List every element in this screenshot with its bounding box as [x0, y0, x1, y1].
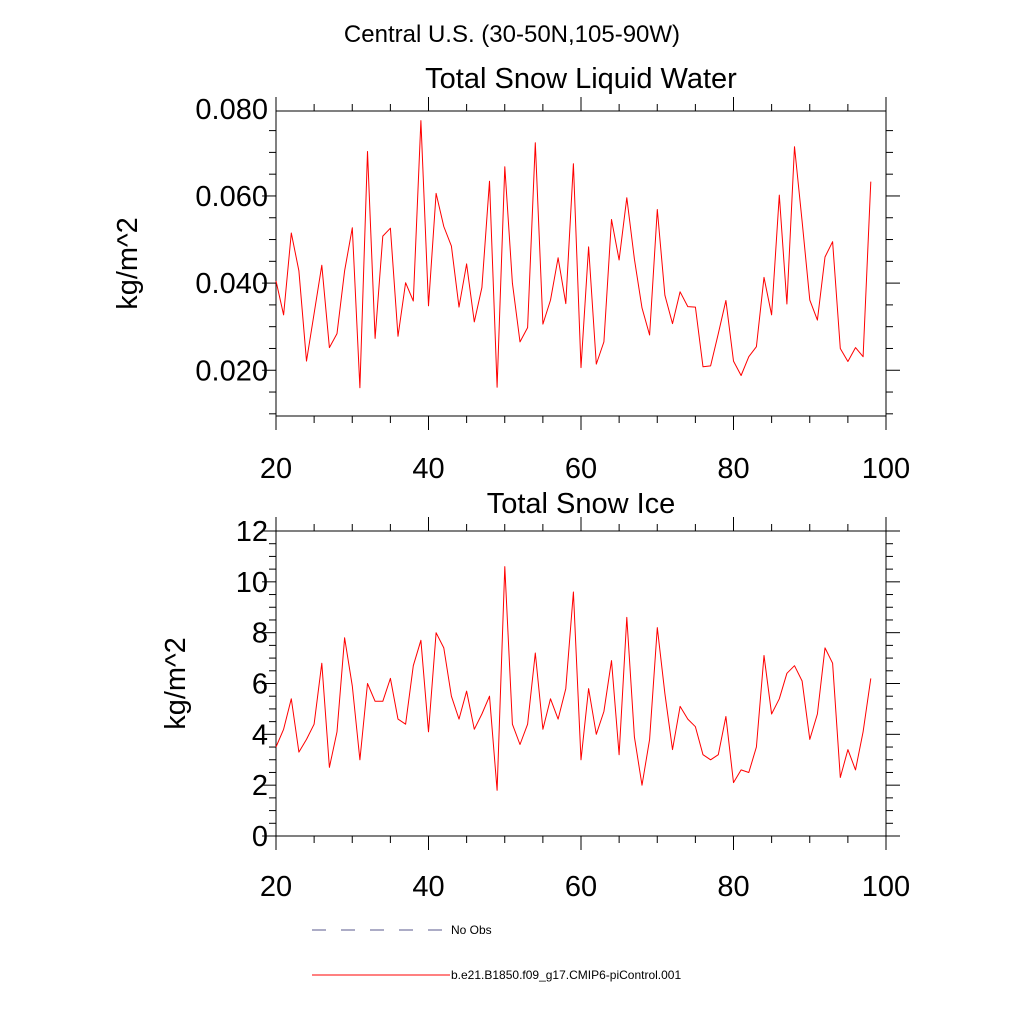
x-tick-label: 40	[412, 871, 444, 903]
y-tick-label: 0.040	[195, 268, 268, 300]
panel-snow-ice: Total Snow Ice kg/m^2 20 40 60 80 100 0 2 4 6 8 10 12	[160, 488, 910, 903]
y-tick-label: 0	[252, 821, 268, 853]
panel-snow-liquid-water: Total Snow Liquid Water kg/m^2 20 40 60 80 100…	[112, 63, 910, 485]
y-tick-label: 0.020	[195, 355, 268, 387]
y-tick-label: 4	[252, 719, 268, 751]
y-tick-label: 6	[252, 669, 268, 701]
y-tick-label: 0.060	[195, 181, 268, 213]
legend: No Obs b.e21.B1850.f09_g17.CMIP6-piContr…	[312, 923, 681, 982]
x-tick-label: 40	[412, 453, 444, 485]
x-tick-label: 20	[260, 871, 292, 903]
panel-title: Total Snow Liquid Water	[425, 63, 737, 95]
y-axis-label: kg/m^2	[160, 637, 192, 730]
legend-label-model: b.e21.B1850.f09_g17.CMIP6-piControl.001	[451, 968, 681, 982]
x-tick-label: 60	[565, 871, 597, 903]
y-axis-label: kg/m^2	[112, 217, 144, 310]
series-line	[275, 566, 872, 791]
y-tick-label: 12	[236, 516, 268, 548]
legend-label-no-obs: No Obs	[451, 923, 492, 937]
x-tick-label: 100	[862, 453, 910, 485]
x-tick-label: 20	[260, 453, 292, 485]
y-tick-label: 0.080	[195, 94, 268, 126]
x-tick-label: 100	[862, 871, 910, 903]
x-tick-label: 80	[717, 871, 749, 903]
series-line	[275, 120, 872, 389]
y-tick-label: 10	[236, 567, 268, 599]
panel-title: Total Snow Ice	[487, 488, 676, 520]
y-tick-label: 2	[252, 770, 268, 802]
y-tick-label: 8	[252, 618, 268, 650]
x-tick-label: 60	[565, 453, 597, 485]
x-tick-label: 80	[717, 453, 749, 485]
figure-suptitle: Central U.S. (30-50N,105-90W)	[344, 21, 680, 48]
